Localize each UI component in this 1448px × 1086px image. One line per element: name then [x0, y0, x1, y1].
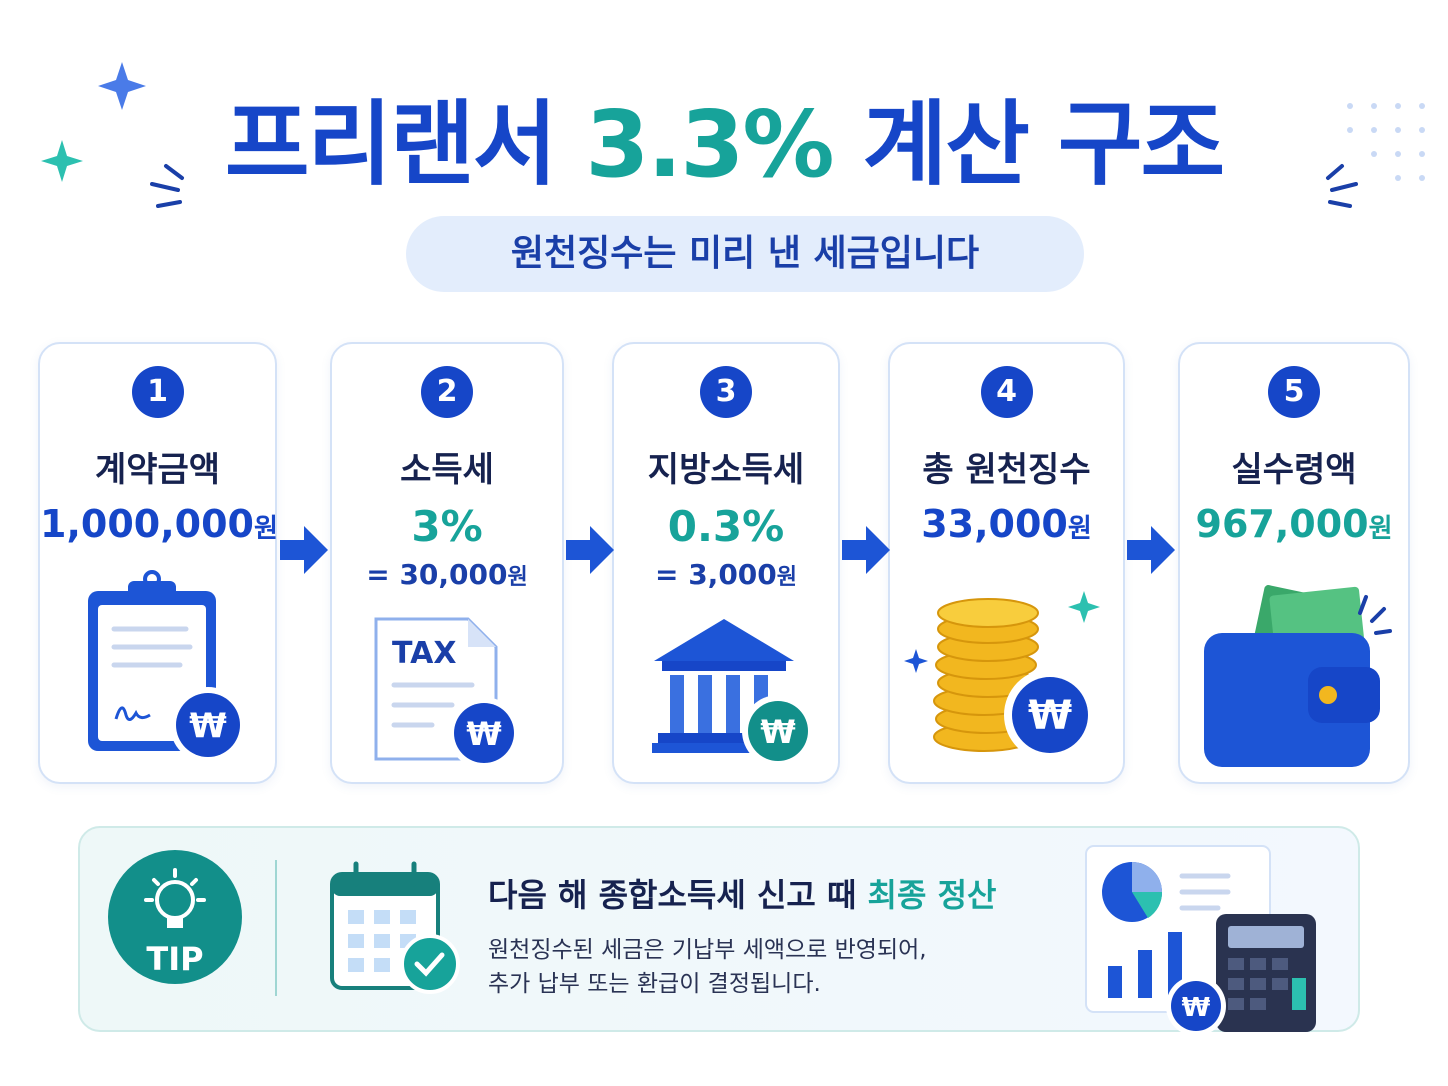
amount: 1,000,000: [40, 502, 254, 546]
step-amount: = 30,000원: [332, 558, 562, 591]
report-icon: ₩: [1085, 845, 1316, 1036]
tax-document-icon: TAX ₩: [374, 617, 520, 769]
tip-body: 추가 납부 또는 환급이 결정됩니다.: [488, 971, 821, 997]
bulb-icon: [144, 868, 206, 928]
coin-symbol: ₩: [189, 706, 227, 746]
step-number: 3: [700, 366, 752, 418]
unit: 원: [776, 565, 798, 590]
amount: = 3,000: [654, 558, 777, 591]
wallet-icon: [1204, 585, 1392, 767]
tip-heading: 다음 해 종합소득세 신고 때 최종 정산: [488, 870, 996, 916]
step-number: 4: [980, 366, 1033, 418]
step-rate: 0.3%: [667, 502, 785, 551]
calendar-icon: [275, 860, 460, 996]
icon-text: TAX: [392, 636, 456, 671]
step-card: 1 계약금액 1,000,000원 ₩: [38, 342, 278, 784]
step-card: 3 지방소득세 0.3% = 3,000원 ₩: [612, 342, 840, 784]
step-number: 1: [131, 366, 184, 418]
title-part: 계산 구조: [862, 91, 1226, 198]
subtitle: 원천징수는 미리 낸 세금입니다: [406, 216, 1084, 292]
coin-symbol: ₩: [466, 715, 501, 753]
step-label: 실수령액: [1231, 450, 1357, 490]
coin-symbol: ₩: [1028, 693, 1072, 739]
coin-symbol: ₩: [1182, 993, 1211, 1023]
step-card: 4 총 원천징수 33,000원 ₩: [888, 342, 1125, 784]
step-label: 총 원천징수: [922, 450, 1091, 490]
tip-body: 원천징수된 세금은 기납부 세액으로 반영되어,: [488, 937, 927, 963]
coins-icon: ₩: [904, 591, 1100, 761]
unit: 원: [507, 565, 528, 590]
step-rate: 3%: [411, 502, 483, 551]
heading-part: 다음 해 종합소득세 신고 때: [488, 876, 857, 914]
step-amount: = 3,000원: [614, 558, 838, 591]
unit: 원: [1067, 514, 1092, 544]
step-label: 소득세: [400, 450, 494, 490]
amount: = 30,000: [366, 558, 508, 591]
clipboard-icon: ₩: [88, 570, 246, 763]
unit: 원: [253, 514, 278, 544]
bank-icon: ₩: [652, 619, 814, 767]
step-number: 2: [421, 366, 473, 418]
tip-label: TIP: [146, 940, 204, 978]
step-card: 2 소득세 3% = 30,000원 TAX ₩: [330, 342, 564, 784]
step-label: 지방소득세: [647, 450, 805, 490]
title: 프리랜서 3.3% 계산 구조: [0, 70, 1448, 203]
step-amount: 1,000,000원: [40, 502, 278, 546]
coin-symbol: ₩: [760, 713, 795, 751]
step-label: 계약금액: [94, 450, 221, 490]
step-amount: 967,000원: [1180, 502, 1408, 546]
step-card: 5 실수령액 967,000원: [1178, 342, 1410, 784]
amount: 33,000: [921, 502, 1068, 546]
unit: 원: [1368, 514, 1393, 544]
heading-part: 최종 정산: [867, 876, 997, 914]
title-part: 3.3%: [585, 91, 834, 198]
arrows: [280, 526, 1175, 574]
decorations: [41, 62, 1425, 208]
title-part: 프리랜서: [224, 91, 558, 198]
step-amount: 33,000원: [890, 502, 1123, 546]
amount: 967,000: [1195, 502, 1369, 546]
step-number: 5: [1268, 366, 1320, 418]
